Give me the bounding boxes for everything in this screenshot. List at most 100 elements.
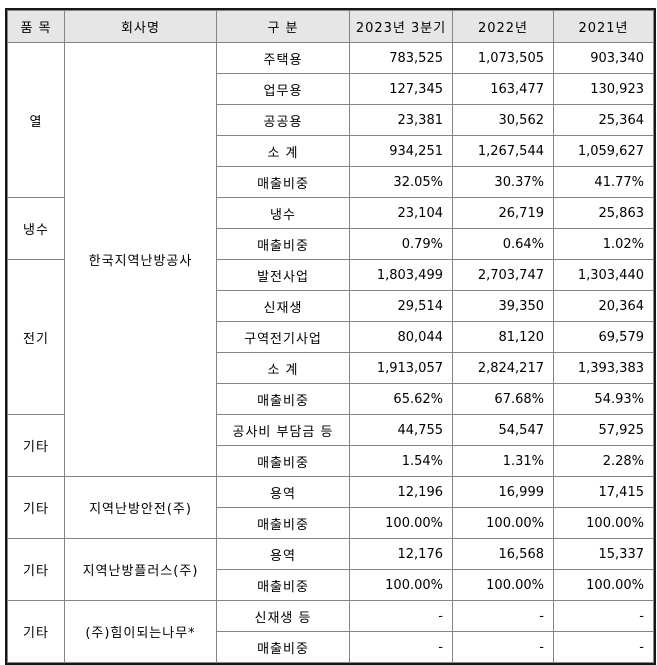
table-row: 소 계 1,913,057 2,824,217 1,393,383 <box>8 352 654 384</box>
company-cell-plus: 지역난방플러스(주) <box>64 538 217 601</box>
item-cell-other-safety: 기타 <box>7 476 65 539</box>
table-row: 기타 공사비 부담금 등 44,755 54,547 57,925 <box>7 414 654 477</box>
value-2023q3: 23,381 <box>349 104 453 136</box>
value-2022: 81,120 <box>452 321 554 353</box>
header-item: 품 목 <box>7 10 65 43</box>
company-cell-tree: (주)힘이되는나무* <box>64 600 217 663</box>
company-cell-kdhc: 한국지역난방공사 <box>64 42 217 477</box>
category-cell: 신재생 등 <box>216 600 350 632</box>
revenue-breakdown-table: 품 목 회사명 구 분 2023년 3분기 2022년 2021년 열 한국지역… <box>7 10 654 663</box>
table-row: 기타 지역난방안전(주) 용역 12,196 16,999 17,415 <box>7 476 654 539</box>
header-2023-q3: 2023년 3분기 <box>349 10 453 43</box>
category-cell: 매출비중 <box>216 228 350 260</box>
category-cell: 소 계 <box>216 135 350 167</box>
table-row: 소 계 934,251 1,267,544 1,059,627 <box>8 135 654 167</box>
value-2023q3: 127,345 <box>349 73 453 105</box>
value-2021: 41.77% <box>553 166 654 198</box>
value-2022: 0.64% <box>452 228 554 260</box>
value-2023q3: 12,196 <box>349 476 453 508</box>
category-cell: 매출비중 <box>216 631 350 663</box>
category-cell: 매출비중 <box>216 445 350 477</box>
category-cell: 매출비중 <box>216 383 350 415</box>
value-2021: 2.28% <box>553 445 654 477</box>
value-2023q3: 80,044 <box>349 321 453 353</box>
category-cell: 신재생 <box>216 290 350 322</box>
category-cell: 발전사업 <box>216 259 350 291</box>
value-2022: 67.68% <box>452 383 554 415</box>
category-cell: 매출비중 <box>216 507 350 539</box>
revenue-table-container: 품 목 회사명 구 분 2023년 3분기 2022년 2021년 열 한국지역… <box>5 8 656 665</box>
value-2023q3: 1,803,499 <box>349 259 453 291</box>
value-2021: 903,340 <box>553 42 654 74</box>
category-cell: 주택용 <box>216 42 350 74</box>
value-2022: 2,703,747 <box>452 259 554 291</box>
value-2023q3: 100.00% <box>349 507 453 539</box>
category-cell: 구역전기사업 <box>216 321 350 353</box>
value-2022: 16,568 <box>452 538 554 570</box>
table-row: 공공용 23,381 30,562 25,364 <box>8 104 654 136</box>
value-2021: 130,923 <box>553 73 654 105</box>
value-2021: 54.93% <box>553 383 654 415</box>
value-2023q3: - <box>349 631 453 663</box>
value-2022: 54,547 <box>452 414 554 446</box>
value-2022: 1.31% <box>452 445 554 477</box>
value-2021: 1.02% <box>553 228 654 260</box>
value-2022: 100.00% <box>452 507 554 539</box>
value-2022: 30.37% <box>452 166 554 198</box>
table-row: 신재생 29,514 39,350 20,364 <box>8 290 654 322</box>
value-2021: 1,059,627 <box>553 135 654 167</box>
table-row: 업무용 127,345 163,477 130,923 <box>8 73 654 105</box>
table-row: 매출비중 0.79% 0.64% 1.02% <box>8 228 654 260</box>
value-2021: 100.00% <box>553 507 654 539</box>
header-row: 품 목 회사명 구 분 2023년 3분기 2022년 2021년 <box>7 10 654 43</box>
value-2022: 39,350 <box>452 290 554 322</box>
item-cell-electricity: 전기 <box>7 259 65 415</box>
company-cell-safety: 지역난방안전(주) <box>64 476 217 539</box>
value-2022: 163,477 <box>452 73 554 105</box>
header-company: 회사명 <box>64 10 217 43</box>
value-2022: 30,562 <box>452 104 554 136</box>
table-row: 매출비중 100.00% 100.00% 100.00% <box>8 507 654 539</box>
item-cell-heat: 열 <box>7 42 65 198</box>
value-2022: 1,073,505 <box>452 42 554 74</box>
value-2023q3: 12,176 <box>349 538 453 570</box>
value-2023q3: 0.79% <box>349 228 453 260</box>
table-row: 기타 (주)힘이되는나무* 신재생 등 - - - <box>7 600 654 663</box>
item-cell-coldwater: 냉수 <box>7 197 65 260</box>
value-2022: - <box>452 600 554 632</box>
value-2021: 17,415 <box>553 476 654 508</box>
item-cell-other-plus: 기타 <box>7 538 65 601</box>
value-2023q3: 29,514 <box>349 290 453 322</box>
category-cell: 업무용 <box>216 73 350 105</box>
table-row: 매출비중 32.05% 30.37% 41.77% <box>8 166 654 198</box>
category-cell: 공공용 <box>216 104 350 136</box>
value-2021: 20,364 <box>553 290 654 322</box>
value-2021: 57,925 <box>553 414 654 446</box>
item-cell-other-kdhc: 기타 <box>7 414 65 477</box>
value-2021: - <box>553 600 654 632</box>
value-2022: 1,267,544 <box>452 135 554 167</box>
value-2021: 1,393,383 <box>553 352 654 384</box>
table-row: 매출비중 1.54% 1.31% 2.28% <box>8 445 654 477</box>
value-2022: 2,824,217 <box>452 352 554 384</box>
table-row: 전기 발전사업 1,803,499 2,703,747 1,303,440 <box>7 259 654 415</box>
value-2021: 69,579 <box>553 321 654 353</box>
table-row: 기타 지역난방플러스(주) 용역 12,176 16,568 15,337 <box>7 538 654 601</box>
value-2022: 26,719 <box>452 197 554 229</box>
value-2021: 1,303,440 <box>553 259 654 291</box>
category-cell: 용역 <box>216 476 350 508</box>
value-2023q3: 65.62% <box>349 383 453 415</box>
category-cell: 냉수 <box>216 197 350 229</box>
value-2023q3: 23,104 <box>349 197 453 229</box>
value-2023q3: 32.05% <box>349 166 453 198</box>
value-2021: 25,863 <box>553 197 654 229</box>
table-row: 구역전기사업 80,044 81,120 69,579 <box>8 321 654 353</box>
category-cell: 매출비중 <box>216 569 350 601</box>
category-cell: 공사비 부담금 등 <box>216 414 350 446</box>
value-2023q3: - <box>349 600 453 632</box>
value-2023q3: 1,913,057 <box>349 352 453 384</box>
header-2021: 2021년 <box>553 10 654 43</box>
value-2021: 15,337 <box>553 538 654 570</box>
value-2022: 100.00% <box>452 569 554 601</box>
category-cell: 용역 <box>216 538 350 570</box>
